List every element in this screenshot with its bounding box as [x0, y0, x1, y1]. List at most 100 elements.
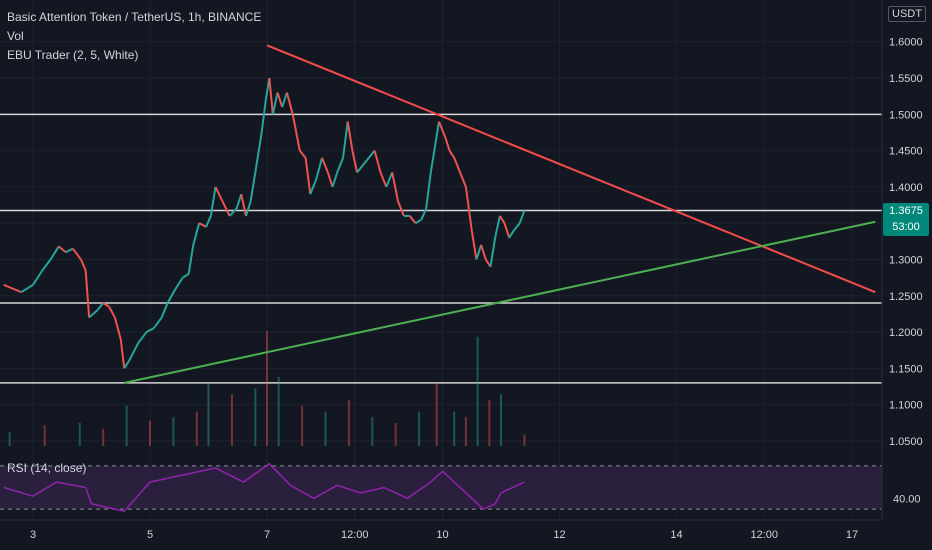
- rsi-pane: 40.00: [0, 462, 921, 513]
- price-segment: [254, 135, 263, 173]
- price-segment: [453, 157, 461, 173]
- price-segment: [198, 222, 207, 228]
- y-tick-label: 1.4500: [889, 146, 923, 158]
- price-segment: [438, 121, 446, 137]
- price-segment: [408, 215, 417, 224]
- volume-bar: [43, 425, 46, 446]
- price-segment: [415, 218, 422, 225]
- volume-bar: [453, 411, 456, 446]
- price-segment: [373, 150, 382, 173]
- price-segment: [298, 149, 307, 159]
- price-segment: [182, 273, 190, 279]
- volume-bar: [8, 432, 11, 446]
- volume-bar: [418, 411, 421, 446]
- price-segment: [331, 172, 339, 188]
- price-segment: [32, 269, 44, 286]
- price-segment: [285, 92, 294, 115]
- volume-bar: [78, 423, 81, 446]
- price-segment: [508, 229, 515, 239]
- x-tick-label: 12:00: [341, 529, 369, 541]
- price-segment: [102, 302, 110, 308]
- currency-unit-badge[interactable]: USDT: [888, 6, 926, 22]
- price-segment: [434, 121, 440, 144]
- price-segment: [385, 172, 394, 188]
- volume-bar: [476, 336, 479, 446]
- price-segment: [459, 172, 467, 188]
- price-segment: [146, 327, 154, 333]
- price-segment: [420, 208, 428, 220]
- price-segment: [368, 149, 376, 159]
- price-segment: [268, 77, 274, 115]
- x-tick-label: 17: [846, 529, 858, 541]
- price-segment: [108, 306, 116, 319]
- support-trend-line: [124, 220, 876, 384]
- price-segment: [65, 247, 74, 254]
- trend-lines: [124, 44, 876, 384]
- x-tick-label: 12: [553, 529, 565, 541]
- volume-bar: [172, 417, 175, 446]
- price-segment: [309, 179, 318, 195]
- indicator-legend[interactable]: EBU Trader (2, 5, White): [7, 48, 139, 62]
- volume-bar: [195, 411, 198, 446]
- y-tick-label: 1.5000: [889, 109, 923, 121]
- price-segment: [498, 215, 506, 224]
- price-segment: [123, 360, 130, 369]
- price-line-series: [3, 77, 526, 369]
- price-segment: [128, 342, 140, 362]
- volume-bar: [149, 420, 151, 446]
- x-tick-label: 10: [436, 529, 448, 541]
- x-axis: 3 5 7 12:00 10 12 14 12:00 17: [0, 519, 882, 541]
- price-segment: [425, 172, 432, 209]
- price-segment: [3, 283, 22, 294]
- price-segment: [214, 186, 224, 202]
- price-segment: [96, 302, 104, 311]
- price-segment: [448, 150, 456, 159]
- volume-bar: [277, 377, 280, 446]
- price-segment: [84, 270, 91, 318]
- volume-bar: [347, 400, 350, 446]
- price-segment: [494, 215, 501, 238]
- rsi-line: [3, 462, 525, 513]
- price-segment: [249, 172, 257, 202]
- x-tick-label: 12:00: [750, 529, 778, 541]
- price-segment: [304, 157, 312, 195]
- price-segment: [49, 245, 60, 261]
- price-segment: [113, 317, 122, 340]
- volume-bar: [435, 382, 438, 446]
- price-segment: [41, 258, 52, 271]
- volume-bar: [230, 394, 233, 446]
- volume-bar: [266, 331, 268, 446]
- price-segment: [235, 193, 243, 209]
- price-segment: [192, 222, 201, 246]
- price-segment: [20, 284, 34, 293]
- price-segment: [119, 339, 126, 369]
- price-segment: [475, 244, 483, 260]
- y-tick-label: 1.1500: [889, 363, 923, 375]
- resistance-trend-line: [266, 44, 876, 294]
- price-segment: [205, 215, 212, 228]
- volume-legend[interactable]: Vol: [7, 29, 24, 43]
- y-tick-label: 1.3000: [889, 254, 923, 266]
- price-segment: [152, 316, 163, 330]
- price-segment: [187, 244, 195, 275]
- y-tick-label: 1.2500: [889, 291, 923, 303]
- rsi-tick-label: 40.00: [893, 493, 921, 505]
- price-segment: [342, 121, 349, 158]
- price-segment: [464, 186, 473, 231]
- volume-bar: [464, 417, 467, 446]
- y-axis: 1.05001.10001.15001.20001.25001.30001.35…: [881, 0, 923, 520]
- price-segment: [480, 244, 487, 260]
- volume-bar: [301, 405, 304, 446]
- y-tick-label: 1.5500: [889, 73, 923, 85]
- price-segment: [489, 237, 497, 267]
- symbol-legend[interactable]: Basic Attention Token / TetherUS, 1h, BI…: [7, 10, 262, 24]
- bar-countdown: 53:00: [892, 221, 920, 233]
- price-segment: [391, 172, 400, 202]
- volume-bar: [324, 411, 327, 446]
- price-segment: [443, 135, 451, 151]
- price-segment: [429, 143, 437, 173]
- rsi-legend[interactable]: RSI (14, close): [7, 461, 87, 475]
- y-tick-label: 1.1000: [889, 400, 923, 412]
- price-segment: [321, 157, 329, 173]
